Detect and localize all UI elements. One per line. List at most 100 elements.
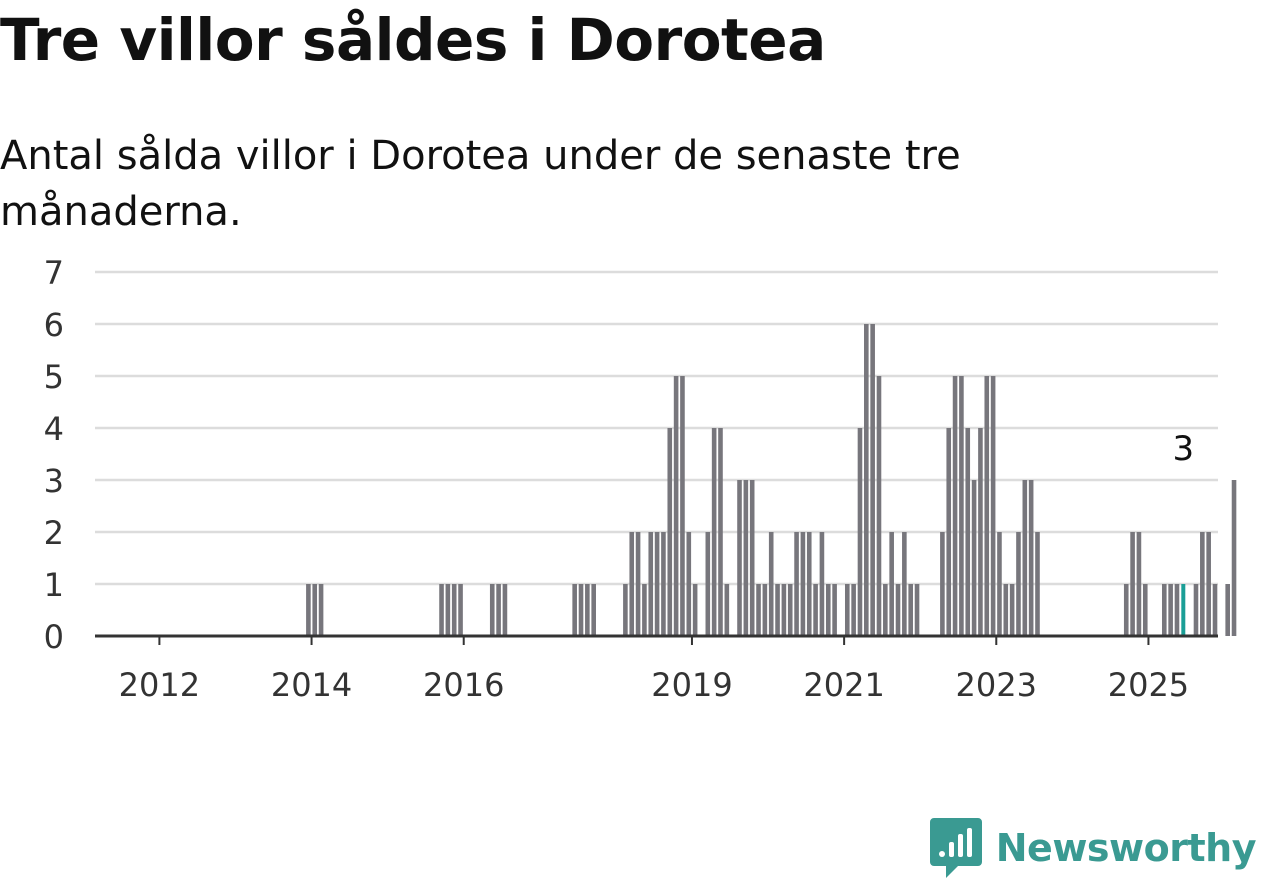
bar (718, 428, 723, 636)
bar (623, 584, 628, 636)
bar (940, 532, 945, 636)
bar (1212, 584, 1218, 636)
bar (978, 428, 983, 636)
x-tick-label: 2012 (119, 666, 200, 704)
bar (984, 376, 990, 636)
y-tick-label: 4 (44, 410, 64, 448)
x-tick-label: 2019 (651, 666, 732, 704)
bars (306, 324, 1237, 636)
bar (1028, 480, 1034, 636)
bar (1016, 532, 1021, 636)
bar (857, 428, 863, 636)
bar (1136, 532, 1142, 636)
bar (306, 584, 311, 636)
bar (990, 376, 996, 636)
bar (806, 532, 812, 636)
bar (312, 584, 318, 636)
bar (667, 428, 673, 636)
bar (965, 428, 971, 636)
bar (1022, 480, 1028, 636)
bar (737, 480, 742, 636)
bar (1142, 584, 1148, 636)
bar (1206, 532, 1211, 636)
bar (959, 376, 964, 636)
bar (502, 584, 508, 636)
bar (768, 532, 774, 636)
bar (971, 480, 977, 636)
x-tick-label: 2023 (956, 666, 1037, 704)
bar-highlight (1181, 584, 1186, 636)
bar (813, 584, 818, 636)
y-tick-label: 1 (44, 566, 64, 604)
bar (749, 480, 755, 636)
y-tick-label: 0 (44, 618, 64, 656)
bar (832, 584, 837, 636)
bar (1174, 584, 1180, 636)
y-tick-label: 6 (44, 306, 64, 344)
bar (445, 584, 451, 636)
x-tick-label: 2016 (423, 666, 504, 704)
bar (762, 584, 768, 636)
bar (1168, 584, 1173, 636)
bar (1225, 584, 1230, 636)
y-tick-label: 7 (44, 254, 64, 292)
bar (686, 532, 692, 636)
bar (889, 532, 894, 636)
y-tick-label: 5 (44, 358, 64, 396)
bar (654, 532, 660, 636)
bar (1009, 584, 1015, 636)
bar (578, 584, 584, 636)
bar (864, 324, 869, 636)
bar (458, 584, 463, 636)
bar (819, 532, 825, 636)
brand-name: Newsworthy (995, 826, 1257, 870)
y-tick-label: 3 (44, 462, 64, 500)
newsworthy-logo: Newsworthy (929, 818, 1257, 878)
bar (648, 532, 654, 636)
bar (1003, 584, 1009, 636)
bar (883, 584, 888, 636)
bar (1231, 480, 1237, 636)
x-tick-label: 2014 (271, 666, 352, 704)
bar (489, 584, 495, 636)
bar (914, 584, 920, 636)
bar (1200, 532, 1205, 636)
data-labels: 3 (1172, 429, 1194, 469)
bar (794, 532, 799, 636)
bar (997, 532, 1002, 636)
y-tick-label: 2 (44, 514, 64, 552)
bar (902, 532, 907, 636)
bar (451, 584, 457, 636)
bar (673, 376, 679, 636)
chart-title: Tre villor såldes i Dorotea (0, 6, 826, 74)
x-axis-ticks: 2012 2014 2016 2019 2021 2023 2025 (119, 636, 1189, 704)
bar (895, 584, 901, 636)
bar (635, 532, 641, 636)
bar (908, 584, 913, 636)
bar (318, 584, 324, 636)
x-tick-label: 2021 (803, 666, 884, 704)
bar (946, 428, 952, 636)
bar (585, 584, 590, 636)
bar (591, 584, 596, 636)
bar (876, 376, 882, 636)
bar (705, 532, 711, 636)
bar (439, 584, 444, 636)
bar (1035, 532, 1040, 636)
y-axis-ticks: 0 1 2 3 4 5 6 7 (44, 254, 64, 656)
x-tick-label: 2025 (1108, 666, 1189, 704)
highlight-value-label: 3 (1172, 429, 1194, 469)
chart-bars-icon (929, 818, 982, 878)
chart-subtitle: Antal sålda villor i Dorotea under de se… (0, 133, 961, 235)
bar (870, 324, 875, 636)
bar (711, 428, 717, 636)
bar (680, 376, 685, 636)
bar (851, 584, 856, 636)
bar (1193, 584, 1199, 636)
bar (1161, 584, 1167, 636)
bar (642, 584, 647, 636)
bar (781, 584, 787, 636)
bar (743, 480, 749, 636)
bar (724, 584, 730, 636)
